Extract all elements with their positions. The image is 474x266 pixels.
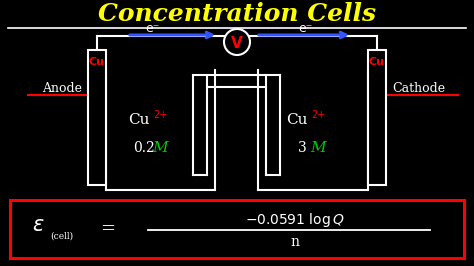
Text: e⁻: e⁻ <box>145 22 159 35</box>
Text: Cu: Cu <box>89 57 105 67</box>
Text: =: = <box>100 220 116 238</box>
Text: 2+: 2+ <box>153 110 167 120</box>
Text: n: n <box>291 235 300 249</box>
Bar <box>88 50 106 185</box>
Text: $-0.0591\ \log Q$: $-0.0591\ \log Q$ <box>245 211 345 229</box>
Text: Cu: Cu <box>286 113 308 127</box>
Bar <box>368 50 386 185</box>
Text: Cathode: Cathode <box>392 81 445 94</box>
Text: 0.2: 0.2 <box>133 141 155 155</box>
Text: M: M <box>310 141 326 155</box>
Text: Cu: Cu <box>369 57 385 67</box>
Text: Concentration Cells: Concentration Cells <box>98 2 376 26</box>
Circle shape <box>224 29 250 55</box>
Text: M: M <box>152 141 168 155</box>
Text: 2+: 2+ <box>311 110 325 120</box>
Text: Cu: Cu <box>128 113 150 127</box>
Text: Anode: Anode <box>42 81 82 94</box>
Text: 3: 3 <box>298 141 306 155</box>
Text: (cell): (cell) <box>50 231 73 240</box>
Text: V: V <box>231 35 243 51</box>
Text: $\varepsilon$: $\varepsilon$ <box>32 215 44 235</box>
Bar <box>10 200 464 258</box>
Text: e⁻: e⁻ <box>298 22 312 35</box>
